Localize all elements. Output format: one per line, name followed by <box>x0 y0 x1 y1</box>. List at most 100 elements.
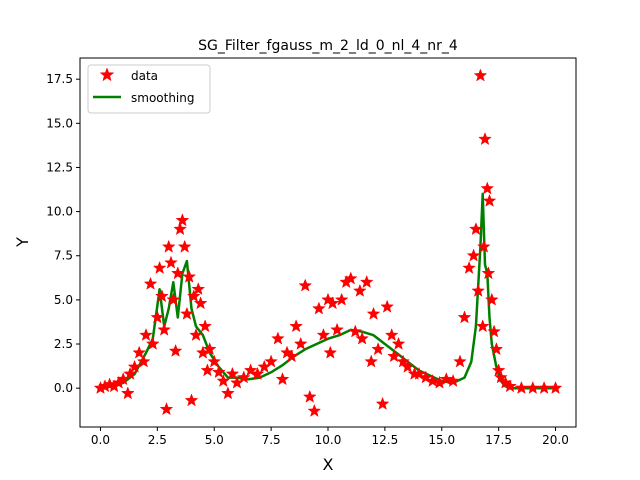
y-tick-label: 5.0 <box>54 293 73 307</box>
x-tick-label: 20.0 <box>542 433 569 447</box>
data-point <box>481 266 496 280</box>
data-point <box>189 327 203 341</box>
data-point <box>400 359 415 373</box>
data-point <box>391 336 406 350</box>
y-tick-label: 10.0 <box>46 205 73 219</box>
data-series <box>93 68 563 418</box>
y-tick-label: 12.5 <box>46 160 73 174</box>
data-point <box>491 363 506 377</box>
data-point <box>469 222 483 236</box>
data-point <box>325 296 340 310</box>
y-axis-label: Y <box>13 237 32 248</box>
data-point <box>298 278 313 292</box>
data-point <box>316 328 331 341</box>
legend-box <box>87 64 211 114</box>
x-tick-label: 2.5 <box>148 433 167 447</box>
y-tick-label: 2.5 <box>54 337 73 351</box>
data-point <box>475 319 490 333</box>
data-point <box>164 255 178 269</box>
plot-area <box>80 58 576 427</box>
data-point <box>489 342 504 356</box>
x-tick-label: 15.0 <box>428 433 455 447</box>
data-point <box>143 276 158 290</box>
data-point <box>494 370 508 384</box>
data-point <box>177 239 192 253</box>
data-point <box>375 396 390 410</box>
data-point <box>466 248 481 262</box>
data-point <box>380 299 394 313</box>
data-point <box>487 324 501 338</box>
data-point <box>302 389 317 403</box>
y-tick-label: 15.0 <box>46 116 73 130</box>
data-point <box>271 331 285 345</box>
data-point <box>343 271 358 285</box>
data-point <box>157 322 172 336</box>
data-point <box>293 336 308 350</box>
data-point <box>180 306 194 320</box>
data-point <box>439 372 454 386</box>
data-point <box>202 342 217 356</box>
data-point <box>191 282 206 296</box>
data-point <box>159 402 174 416</box>
data-point <box>359 274 374 289</box>
data-point <box>503 379 517 393</box>
x-tick-label: 0.0 <box>91 433 110 447</box>
y-axis-ticks: 0.0 2.5 5.0 7.5 10.0 12.5 15.0 17.5 <box>46 72 80 395</box>
x-tick-label: 7.5 <box>262 433 281 447</box>
x-tick-label: 5.0 <box>205 433 224 447</box>
data-point <box>225 366 240 380</box>
data-point <box>330 322 344 336</box>
chart-title: SG_Filter_fgauss_m_2_ld_0_nl_4_nr_4 <box>198 38 458 54</box>
data-point <box>446 373 460 387</box>
data-point <box>457 310 472 324</box>
data-point <box>127 359 142 373</box>
data-point <box>484 292 499 306</box>
data-point <box>334 292 349 306</box>
data-point <box>425 373 440 387</box>
x-tick-label: 12.5 <box>372 433 399 447</box>
data-point <box>168 343 183 357</box>
x-axis-ticks: 0.0 2.5 5.0 7.5 10.0 12.5 15.0 17.5 20.0 <box>91 427 569 447</box>
data-point <box>182 269 197 283</box>
data-point <box>264 354 278 368</box>
data-point <box>250 366 265 380</box>
x-axis-label: X <box>323 455 334 474</box>
data-point <box>453 354 467 368</box>
data-point <box>412 366 426 380</box>
data-point <box>480 181 495 195</box>
data-point <box>396 354 410 368</box>
data-point <box>155 289 169 303</box>
data-point <box>175 213 190 227</box>
data-point <box>236 370 251 384</box>
data-point <box>150 310 165 324</box>
y-tick-label: 7.5 <box>54 249 73 263</box>
data-point <box>136 354 151 368</box>
data-point <box>353 283 367 297</box>
data-point <box>323 345 338 359</box>
data-point <box>364 354 379 368</box>
data-point <box>275 372 290 386</box>
data-point <box>482 193 497 207</box>
data-point <box>221 386 235 400</box>
data-point <box>387 349 401 363</box>
data-point <box>371 342 385 356</box>
data-point <box>186 289 201 303</box>
data-point <box>473 68 488 82</box>
data-point <box>211 365 226 379</box>
data-point <box>207 354 222 368</box>
x-tick-label: 10.0 <box>315 433 342 447</box>
data-point <box>307 403 322 418</box>
data-point <box>166 292 181 306</box>
legend-star-icon <box>99 67 115 82</box>
data-point <box>348 324 363 338</box>
x-tick-label: 17.5 <box>485 433 512 447</box>
data-point <box>289 319 303 333</box>
data-point <box>139 327 153 341</box>
data-point <box>193 296 208 310</box>
data-point <box>284 349 299 363</box>
data-point <box>184 393 199 407</box>
data-point <box>384 327 399 341</box>
data-point <box>120 386 135 400</box>
data-point <box>198 319 212 333</box>
